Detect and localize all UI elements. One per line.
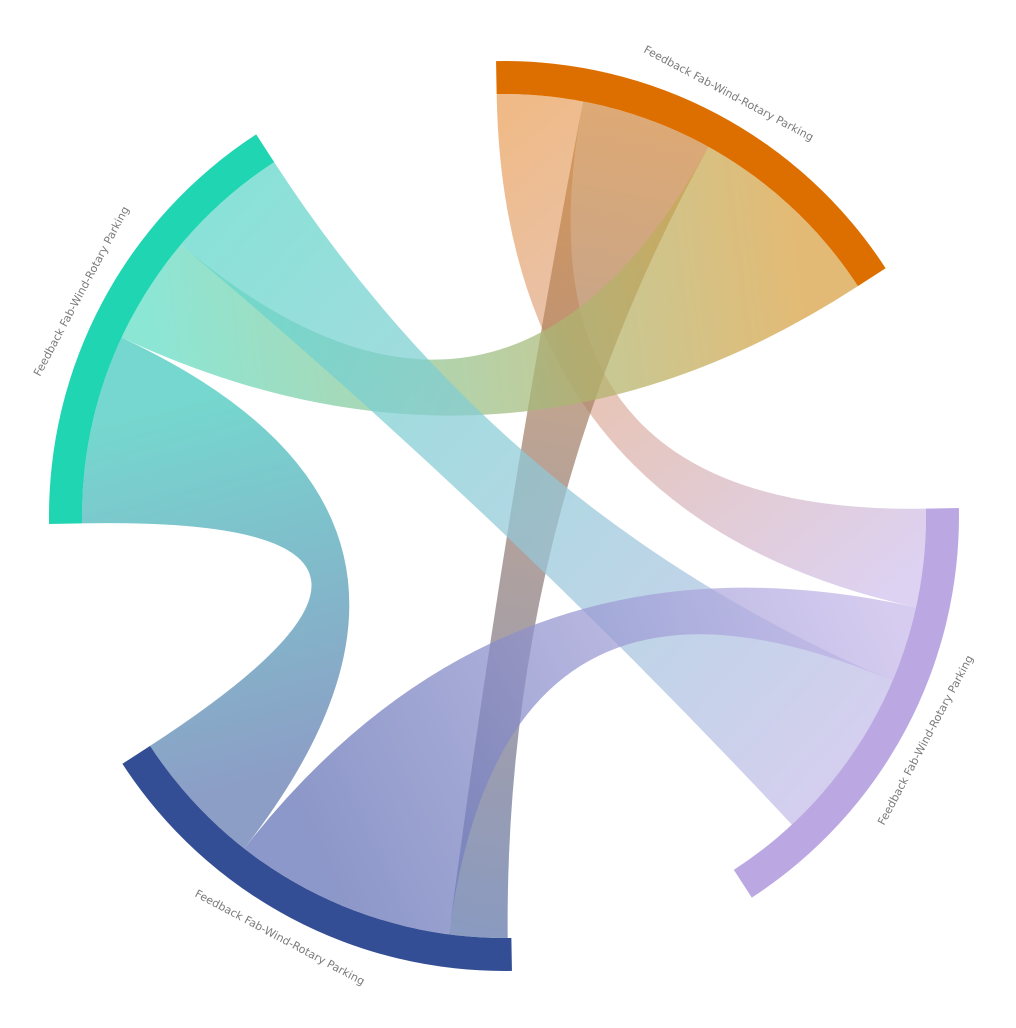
ribbons (81, 93, 927, 938)
group-arcs (49, 61, 959, 971)
ribbon-teal-purple (180, 162, 893, 825)
group-arc-teal[interactable] (49, 134, 275, 524)
group-arc-navy[interactable] (122, 745, 512, 971)
ribbon-teal-navy (81, 337, 350, 849)
group-arc-orange[interactable] (496, 61, 886, 287)
ribbon-purple-navy (244, 587, 916, 935)
group-arc-purple[interactable] (733, 508, 959, 898)
